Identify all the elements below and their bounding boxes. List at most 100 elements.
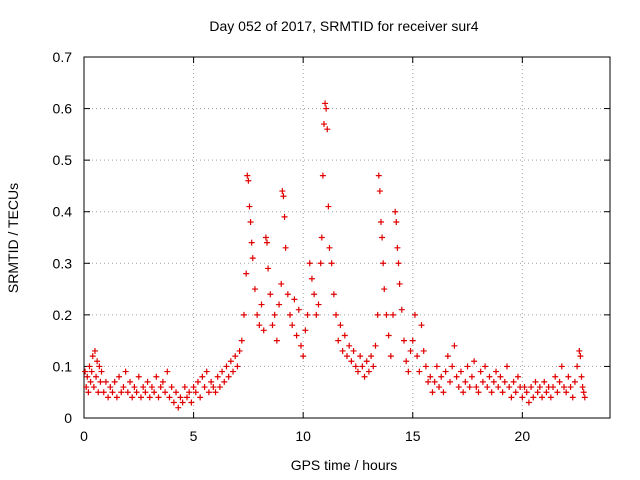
data-point [407,347,414,354]
data-point [265,265,272,272]
data-point [317,260,324,267]
chart-title: Day 052 of 2017, SRMTID for receiver sur… [209,18,478,34]
data-point [146,394,153,401]
data-point [289,322,296,329]
data-point [451,342,458,349]
data-point [490,378,497,385]
data-point [311,291,318,298]
data-point [405,368,412,375]
data-point [302,327,309,334]
data-point [281,213,288,220]
data-point [254,311,261,318]
data-point [318,234,325,241]
data-point [552,373,559,380]
data-point [422,363,429,370]
data-point [385,332,392,339]
data-point [425,378,432,385]
data-point [477,368,484,375]
data-point [530,394,537,401]
data-point [223,363,230,370]
y-tick-label: 0.5 [53,152,73,168]
data-point [94,358,101,365]
data-point [532,378,539,385]
data-point [567,384,574,391]
data-point [297,342,304,349]
data-point [346,342,353,349]
data-point [322,100,329,107]
data-point [372,342,379,349]
data-point [368,353,375,360]
data-point [499,389,506,396]
x-axis-label: GPS time / hours [291,457,398,473]
data-point [84,373,91,380]
y-tick-label: 0.2 [53,307,73,323]
data-point [271,311,278,318]
data-point [514,373,521,380]
x-tick-label: 5 [190,428,198,444]
data-point [179,399,186,406]
data-point [221,378,228,385]
data-point [357,353,364,360]
x-tick-label: 20 [515,428,531,444]
data-point [246,203,253,210]
data-point [186,389,193,396]
data-point [107,384,114,391]
data-point [418,322,425,329]
data-point [457,368,464,375]
data-point [396,280,403,287]
data-point [337,322,344,329]
data-point [304,311,311,318]
y-tick-label: 0.4 [53,204,73,220]
data-point [173,389,180,396]
data-point [556,378,563,385]
data-point [486,373,493,380]
data-point [279,188,286,195]
data-point [523,389,530,396]
plot-frame [83,56,611,419]
data-point [205,389,212,396]
data-point [232,353,239,360]
data-point [88,368,95,375]
data-point [142,389,149,396]
data-point [431,378,438,385]
data-point [203,368,210,375]
data-point [394,244,401,251]
data-point [501,378,508,385]
data-point [315,301,322,308]
data-point [188,399,195,406]
data-point [247,219,254,226]
data-point [82,368,89,375]
data-point [102,378,109,385]
data-point [90,384,97,391]
data-point [129,394,136,401]
data-point [236,347,243,354]
data-point [436,384,443,391]
data-point [238,337,245,344]
data-point [541,378,548,385]
data-point [95,389,102,396]
data-point [375,172,382,179]
data-point [339,347,346,354]
data-point [155,394,162,401]
data-point [249,255,256,262]
data-point [455,384,462,391]
data-point [536,384,543,391]
data-point [427,373,434,380]
data-point [83,384,90,391]
data-point [403,358,410,365]
data-point [429,389,436,396]
data-point [449,363,456,370]
data-point [335,337,342,344]
axis-ticks [83,56,610,419]
data-point [91,347,98,354]
data-point [377,219,384,226]
data-point [482,363,489,370]
x-tick-label: 15 [405,428,421,444]
data-point [392,208,399,215]
data-point [383,311,390,318]
gridlines [84,57,610,418]
data-point [208,378,215,385]
data-point [323,105,330,112]
data-point [510,378,517,385]
data-point [170,399,177,406]
